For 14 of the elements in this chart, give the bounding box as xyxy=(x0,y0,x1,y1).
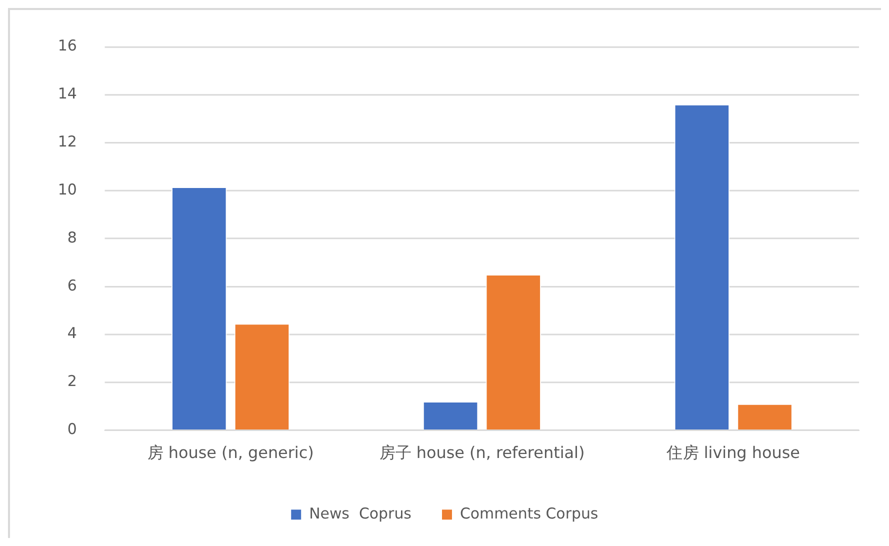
y-tick-label: 8 xyxy=(67,228,77,246)
y-tick-label: 12 xyxy=(58,132,77,151)
y-tick-label: 6 xyxy=(67,276,77,294)
x-tick-label: 房子 house (n, referential) xyxy=(379,442,585,462)
y-tick-label: 10 xyxy=(58,180,77,198)
y-tick-label: 16 xyxy=(58,36,77,55)
y-tick-label: 14 xyxy=(58,84,77,103)
y-tick-label: 2 xyxy=(67,372,77,390)
x-tick-label: 住房 living house xyxy=(666,442,800,462)
legend-label: Comments Corpus xyxy=(460,504,598,522)
x-tick-label: 房 house (n, generic) xyxy=(147,442,314,462)
legend-label: News Coprus xyxy=(309,504,412,522)
y-tick-label: 4 xyxy=(67,324,77,342)
y-tick-label: 0 xyxy=(67,420,77,438)
